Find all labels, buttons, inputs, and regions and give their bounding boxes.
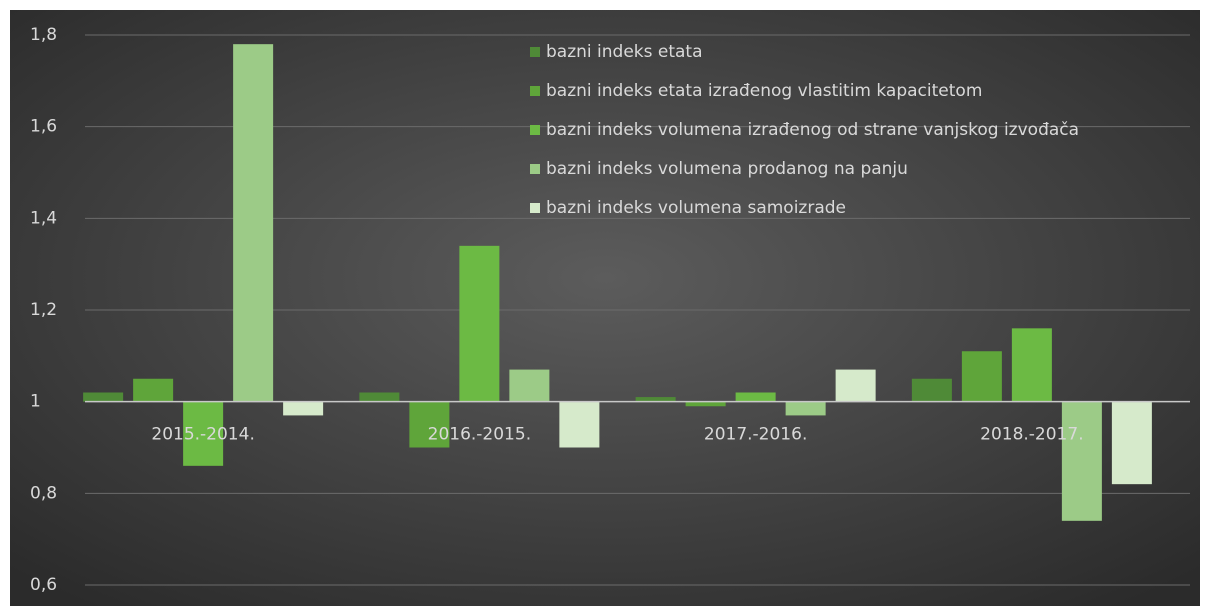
bar xyxy=(133,378,174,402)
bar xyxy=(961,351,1002,402)
bar xyxy=(559,401,600,448)
y-tick-label: 0,6 xyxy=(30,575,57,595)
legend-swatch xyxy=(530,203,540,213)
legend-label: bazni indeks volumena prodanog na panju xyxy=(546,159,908,179)
bar xyxy=(283,401,324,416)
x-tick-label: 2018.-2017. xyxy=(980,425,1083,445)
y-tick-label: 1,8 xyxy=(30,25,57,45)
y-tick-label: 1,6 xyxy=(30,117,57,137)
x-tick-label: 2015.-2014. xyxy=(151,425,254,445)
y-tick-label: 1,2 xyxy=(30,300,57,320)
y-tick-label: 1 xyxy=(30,392,41,412)
y-tick-label: 0,8 xyxy=(30,483,57,503)
legend-label: bazni indeks volumena samoizrade xyxy=(546,198,846,218)
x-tick-label: 2016.-2015. xyxy=(428,425,531,445)
bar xyxy=(635,397,676,402)
bar xyxy=(83,392,124,402)
legend-label: bazni indeks etata izrađenog vlastitim k… xyxy=(546,81,982,101)
bar xyxy=(1111,401,1152,485)
y-tick-label: 1,4 xyxy=(30,208,57,228)
bar xyxy=(1061,401,1102,521)
bar xyxy=(359,392,400,402)
bar xyxy=(1011,328,1052,402)
legend-swatch xyxy=(530,47,540,57)
bar xyxy=(233,44,274,402)
bar xyxy=(409,401,450,448)
bar xyxy=(685,401,726,407)
bar xyxy=(911,378,952,402)
bar xyxy=(785,401,826,416)
bar xyxy=(509,369,550,402)
legend-swatch xyxy=(530,164,540,174)
legend-label: bazni indeks volumena izrađenog od stran… xyxy=(546,120,1079,140)
bar xyxy=(735,392,776,402)
legend-swatch xyxy=(530,86,540,96)
legend-swatch xyxy=(530,125,540,135)
bar xyxy=(183,401,224,466)
chart-background xyxy=(10,10,1200,606)
bar xyxy=(835,369,876,402)
legend-label: bazni indeks etata xyxy=(546,42,703,62)
x-tick-label: 2017.-2016. xyxy=(704,425,807,445)
bar xyxy=(459,245,500,402)
